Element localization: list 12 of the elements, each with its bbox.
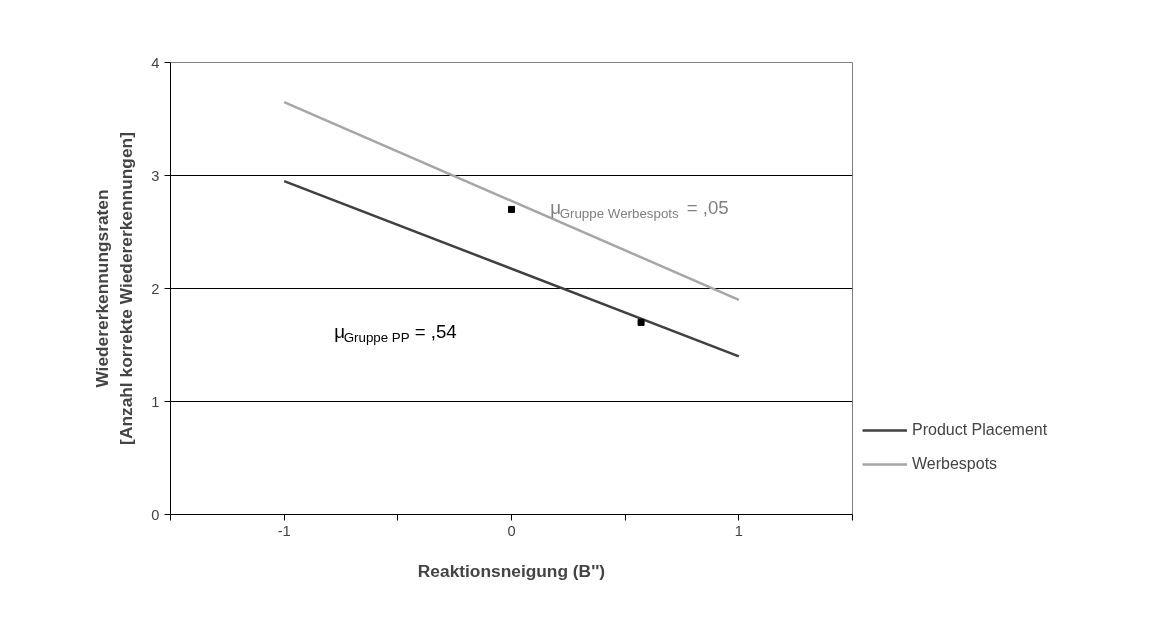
- y-tick-label: 2: [151, 280, 160, 297]
- legend-label: Product Placement: [912, 421, 1048, 439]
- x-tick-label: -1: [277, 522, 291, 539]
- x-tick-label: 1: [734, 522, 743, 539]
- x-tick-label: 0: [507, 522, 516, 539]
- y-tick-label: 1: [151, 393, 160, 410]
- y-axis-title: Wiedererkennungsraten [Anzahl korrekte Wiedererkennungen]: [92, 132, 137, 445]
- legend-label: Werbespots: [912, 455, 998, 473]
- y-tick-label: 4: [151, 54, 160, 71]
- x-axis-title: Reaktionsneigung (B''): [417, 560, 606, 581]
- y-tick-label: 0: [151, 506, 160, 523]
- y-tick-label: 3: [151, 167, 160, 184]
